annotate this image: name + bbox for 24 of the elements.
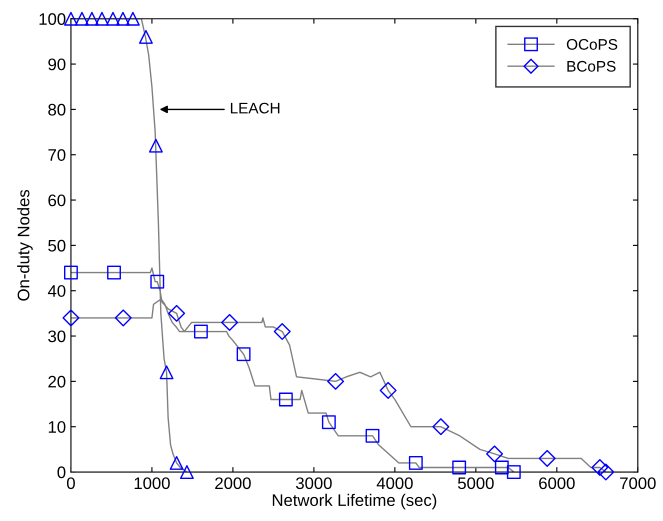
y-tick-label: 100 <box>40 13 66 25</box>
x-tick-label: 1000 <box>134 477 170 490</box>
legend-label: BCoPS <box>567 60 616 72</box>
x-axis-title: Network Lifetime (sec) <box>272 494 436 510</box>
y-tick-label: 90 <box>48 58 66 70</box>
y-tick-label: 10 <box>48 421 66 433</box>
x-tick-label: 4000 <box>376 477 413 490</box>
y-tick-label: 60 <box>48 194 66 206</box>
x-tick-label: 7000 <box>620 477 656 490</box>
y-tick-label: 80 <box>48 104 66 116</box>
x-tick-label: 0 <box>66 477 75 490</box>
x-tick-label: 6000 <box>539 477 575 490</box>
x-tick-label: 5000 <box>458 477 494 490</box>
x-tick-label: 3000 <box>296 477 332 490</box>
y-tick-label: 40 <box>48 285 66 297</box>
y-tick-label: 20 <box>48 376 66 388</box>
y-tick-label: 30 <box>48 330 66 342</box>
y-tick-label: 0 <box>57 466 66 478</box>
annotation: LEACH <box>230 102 280 114</box>
y-axis-title: On-duty Nodes <box>17 190 33 301</box>
y-tick-label: 50 <box>48 240 66 252</box>
legend-label: OCoPS <box>566 39 618 50</box>
x-tick-label: 2000 <box>215 477 251 490</box>
y-tick-label: 70 <box>48 149 66 161</box>
